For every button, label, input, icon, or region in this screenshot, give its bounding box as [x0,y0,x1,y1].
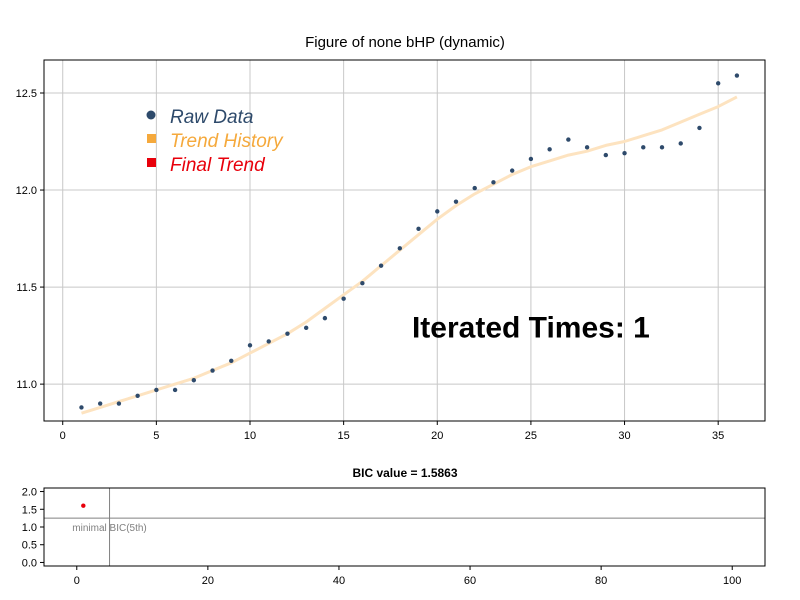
raw-data-point [435,209,440,214]
bic-y-tick-label: 2.0 [22,487,37,499]
x-tick-label: 5 [153,430,159,442]
x-tick-label: 15 [338,430,350,442]
y-tick-label: 12.0 [16,185,37,197]
main-trend-series [81,95,738,415]
raw-data-point [247,343,253,348]
raw-data-point [285,331,290,336]
bic-x-axis: 0 20 40 60 80 100 [74,566,741,587]
bic-reference-lines [44,488,765,566]
bic-title: BIC value = 1.5863 [352,466,457,480]
trend-history-line [81,95,738,415]
raw-data-point [453,199,459,204]
legend-marker [147,134,156,143]
x-tick-label: 25 [525,430,537,442]
bic-x-tick-label: 0 [74,575,80,587]
main-raw-points [79,73,740,410]
raw-data-point [416,226,421,232]
iteration-annotation: Iterated Times: 1 [412,312,650,345]
y-tick-label: 12.5 [16,88,37,100]
bic-plot-frame [43,487,766,567]
legend-label: Raw Data [170,107,253,128]
bic-x-tick-label: 60 [464,575,476,587]
raw-data-point [659,145,665,150]
bic-x-tick-label: 40 [333,575,345,587]
raw-data-point [397,246,403,251]
bic-y-tick-label: 1.5 [22,504,37,516]
raw-data-point [547,147,552,152]
raw-data-point [322,315,328,321]
raw-data-point [734,73,740,78]
raw-data-point [678,141,683,146]
raw-data-point [584,145,590,150]
raw-data-point [154,387,159,393]
raw-data-point [135,393,140,398]
x-tick-label: 35 [712,430,724,442]
chart-title: Figure of none bHP (dynamic) [305,34,505,51]
main-y-axis: 11.0 11.5 12.0 12.5 [16,88,44,391]
raw-data-point [715,81,721,86]
bic-y-axis: 0.0 0.5 1.0 1.5 2.0 [22,487,44,569]
raw-data-point [622,150,627,156]
raw-data-point [528,156,534,162]
main-grid [44,60,765,421]
x-tick-label: 10 [244,430,256,442]
raw-data-point [172,387,178,393]
bic-y-tick-label: 1.0 [22,522,37,534]
raw-data-point [266,339,271,344]
raw-data-point [97,401,103,406]
raw-data-point [641,145,646,150]
main-plot-frame [43,59,766,422]
bic-y-tick-label: 0.5 [22,540,37,552]
x-tick-label: 0 [60,430,66,442]
bic-y-tick-label: 0.0 [22,557,37,569]
bic-point [81,503,86,508]
raw-data-point [191,378,197,383]
raw-data-point [603,152,609,158]
raw-data-point [79,405,84,410]
raw-data-point [360,280,365,286]
y-tick-label: 11.0 [16,379,37,391]
raw-data-point [509,168,515,173]
raw-data-point [491,180,496,185]
raw-data-point [341,296,346,301]
bic-min-annotation: minimal BIC(5th) [72,523,146,534]
bic-x-tick-label: 80 [595,575,607,587]
bic-points [81,503,86,508]
legend-label: Trend History [170,131,284,152]
x-tick-label: 20 [431,430,443,442]
bic-x-tick-label: 20 [202,575,214,587]
main-legend: Raw Data Trend History Final Trend [146,107,284,176]
main-x-axis: 0 5 10 15 20 25 30 35 [60,421,724,442]
raw-data-point [697,125,702,131]
raw-data-point [566,137,571,142]
raw-data-point [472,185,477,191]
y-tick-label: 11.5 [16,282,37,294]
bic-x-tick-label: 100 [723,575,741,587]
raw-data-point [229,358,234,364]
raw-data-point [378,263,384,268]
legend-label: Final Trend [170,155,266,176]
legend-marker [147,158,156,167]
raw-data-point [303,325,309,331]
raw-data-point [116,401,122,406]
x-tick-label: 30 [618,430,630,442]
legend-marker [146,110,156,120]
raw-data-point [210,368,215,373]
